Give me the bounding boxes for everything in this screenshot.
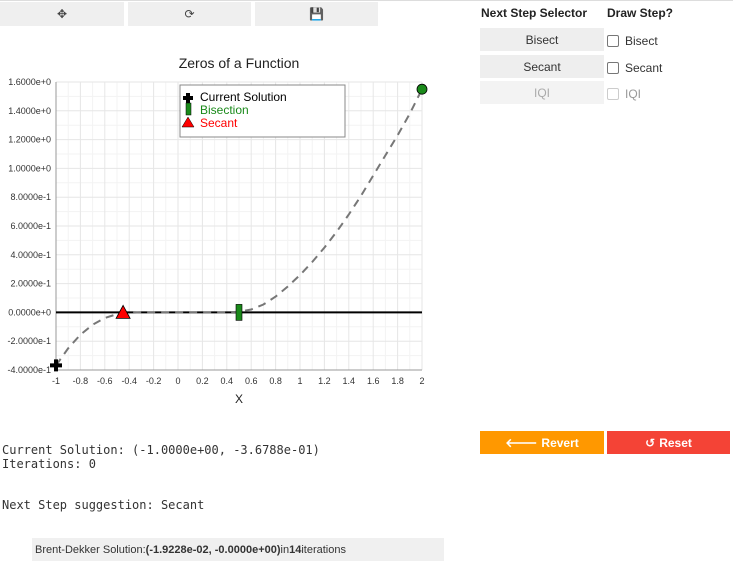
x-axis-ticks: -1 -0.8 -0.6 -0.4 -0.2 0 0.2 0.4 0.6 0.8 1 1.2 1.4 1.… [52,376,425,386]
chart-title: Zeros of a Function [179,55,300,71]
toolbar: ✥ ⟳ 💾 [0,0,733,26]
x-axis-label: X [235,392,243,406]
endpoint-marker [416,83,428,95]
brent-suffix: iterations [301,543,346,556]
y-tick-label: 1.6000e+0 [8,77,51,87]
x-tick-label: -1 [52,376,60,386]
draw-iqi-label: IQI [625,87,642,101]
x-tick-label: -0.8 [73,376,89,386]
markers [50,83,428,372]
draw-step-header: Draw Step? [607,6,674,20]
reset-label: Reset [659,435,692,450]
legend-label-bisection: Bisection [200,103,249,117]
x-tick-label: 0.4 [221,376,234,386]
current-solution-text: Current Solution: (-1.0000e+00, -3.6788e… [2,443,320,457]
secant-marker [115,304,131,319]
draw-bisect-label: Bisect [625,34,658,48]
y-tick-label: 2.0000e-1 [10,279,51,289]
y-tick-label: 1.0000e+0 [8,163,51,173]
y-tick-label: 8.0000e-1 [10,192,51,202]
y-tick-label: 1.2000e+0 [8,135,51,145]
y-tick-label: 6.0000e-1 [10,221,51,231]
move-icon: ✥ [56,7,68,21]
x-tick-label: -0.2 [146,376,162,386]
y-tick-label: 0.0000e+0 [8,307,51,317]
next-step-suggestion-text: Next Step suggestion: Secant [2,498,205,512]
x-tick-label: 0.8 [269,376,282,386]
pan-button[interactable]: ✥ [0,2,124,26]
x-tick-label: 2 [419,376,424,386]
legend-box [179,84,346,138]
draw-bisect-checkbox[interactable]: Bisect [607,34,658,48]
x-tick-label: -0.6 [97,376,113,386]
arrow-left-icon: 🡐 [505,436,538,450]
save-icon: 💾 [309,7,324,21]
save-button[interactable]: 💾 [255,2,378,26]
legend-bar-icon [185,102,192,116]
x-tick-label: 0.6 [245,376,258,386]
undo-icon: ↺ [645,435,656,450]
bisect-button[interactable]: Bisect [480,28,604,51]
x-tick-label: 1.8 [391,376,404,386]
legend-triangle-icon [181,116,195,128]
revert-button[interactable]: 🡐 Revert [480,431,604,454]
legend-entry-secant: Secant [181,116,238,130]
x-tick-label: -0.4 [121,376,137,386]
legend: Current Solution Bisection Secant [179,84,346,138]
revert-label: Revert [541,435,579,450]
draw-secant-label: Secant [625,61,663,75]
checkbox-box[interactable] [607,88,619,100]
legend-cross-icon [183,93,193,103]
x-tick-label: 1.4 [343,376,356,386]
refresh-icon: ⟳ [184,7,195,21]
current-solution-marker [50,359,62,372]
chart: Zeros of a Function 1.6000e+01.4000e+01.… [7,55,428,406]
brent-iterations-value: 14 [289,543,302,556]
legend-entry-current-solution: Current Solution [183,90,287,104]
refresh-button[interactable]: ⟳ [128,2,251,26]
y-tick-label: -4.0000e-1 [7,365,51,375]
secant-button[interactable]: Secant [480,55,604,78]
brent-middle: in [280,543,290,556]
y-tick-label: 4.0000e-1 [10,250,51,260]
next-step-selector-header: Next Step Selector [481,6,588,20]
x-tick-label: 1.2 [318,376,331,386]
brent-prefix: Brent-Dekker Solution: [35,543,146,556]
x-tick-label: 1 [297,376,302,386]
draw-secant-checkbox[interactable]: Secant [607,61,662,75]
y-tick-label: -2.0000e-1 [7,336,51,346]
checkbox-box[interactable] [607,62,619,74]
iqi-button[interactable]: IQI [480,81,604,104]
x-tick-label: 0.2 [196,376,209,386]
legend-label-current-solution: Current Solution [200,90,287,104]
iterations-text: Iterations: 0 [2,457,96,471]
brent-dekker-solution: Brent-Dekker Solution: (-1.9228e-02, -0.… [32,538,444,561]
checkbox-box[interactable] [607,35,619,47]
brent-solution-value: (-1.9228e-02, -0.0000e+00) [145,543,281,556]
reset-button[interactable]: ↺ Reset [607,431,730,454]
legend-label-secant: Secant [200,116,238,130]
bisection-marker [235,304,243,321]
y-axis-ticks: 1.6000e+0 1.4000e+0 1.2000e+0 1.0000e+0 8.00… [7,77,51,375]
y-tick-label: 1.4000e+0 [8,106,51,116]
legend-entry-bisection: Bisection [185,102,249,117]
x-tick-label: 1.6 [367,376,380,386]
x-tick-label: 0 [175,376,180,386]
draw-iqi-checkbox[interactable]: IQI [607,87,641,101]
